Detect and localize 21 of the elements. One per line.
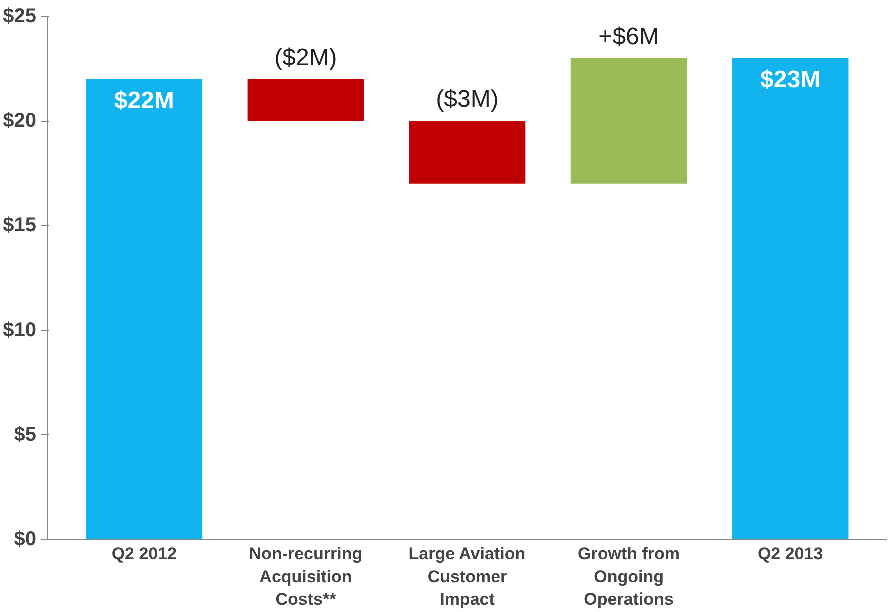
data-label: $22M [114,87,174,114]
y-tick-label: $5 [14,424,37,446]
data-label: ($3M) [436,86,499,114]
bar [570,58,688,184]
y-tick-label: $0 [14,528,37,550]
data-label: +$6M [598,23,660,50]
data-label: ($2M) [274,44,338,72]
bar [248,79,364,122]
x-tick-label: Large Aviation Customer Impact [408,544,526,610]
x-tick-label: Non-recurring Acquisition Costs** [249,544,363,610]
y-tick-label: $25 [3,6,37,28]
x-tick-label: Q2 2012 [112,544,178,564]
bar [732,58,849,540]
bar [409,121,526,184]
y-tick-label: $10 [3,319,37,342]
y-tick-label: $15 [3,214,37,237]
x-tick-label: Growth from Ongoing Operations [578,544,680,610]
bar [86,79,203,540]
y-tick-label: $20 [3,110,37,132]
data-label: $23M [760,66,821,94]
x-tick-label: Q2 2013 [758,544,824,564]
